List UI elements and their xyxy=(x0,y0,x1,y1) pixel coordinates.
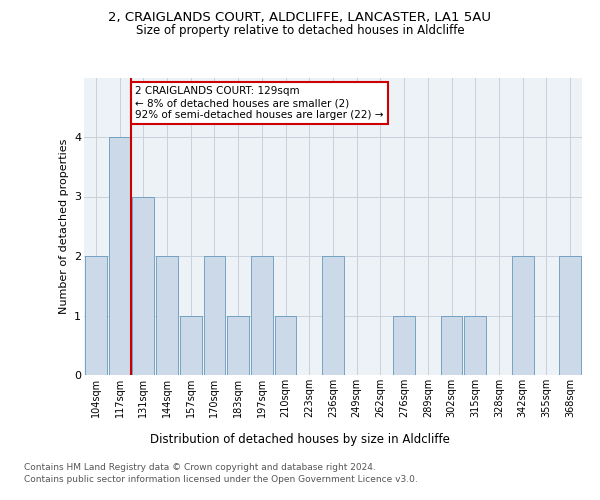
Bar xyxy=(393,316,415,375)
Bar xyxy=(227,316,249,375)
Bar xyxy=(180,316,202,375)
Text: 2 CRAIGLANDS COURT: 129sqm
← 8% of detached houses are smaller (2)
92% of semi-d: 2 CRAIGLANDS COURT: 129sqm ← 8% of detac… xyxy=(135,86,383,120)
Bar xyxy=(275,316,296,375)
Bar xyxy=(559,256,581,375)
Bar xyxy=(440,316,463,375)
Bar xyxy=(156,256,178,375)
Text: Size of property relative to detached houses in Aldcliffe: Size of property relative to detached ho… xyxy=(136,24,464,37)
Y-axis label: Number of detached properties: Number of detached properties xyxy=(59,138,68,314)
Bar xyxy=(322,256,344,375)
Bar xyxy=(133,196,154,375)
Text: Contains HM Land Registry data © Crown copyright and database right 2024.: Contains HM Land Registry data © Crown c… xyxy=(24,462,376,471)
Bar xyxy=(85,256,107,375)
Bar xyxy=(203,256,226,375)
Bar xyxy=(109,137,130,375)
Bar xyxy=(512,256,533,375)
Text: 2, CRAIGLANDS COURT, ALDCLIFFE, LANCASTER, LA1 5AU: 2, CRAIGLANDS COURT, ALDCLIFFE, LANCASTE… xyxy=(109,11,491,24)
Bar xyxy=(251,256,273,375)
Text: Distribution of detached houses by size in Aldcliffe: Distribution of detached houses by size … xyxy=(150,432,450,446)
Text: Contains public sector information licensed under the Open Government Licence v3: Contains public sector information licen… xyxy=(24,475,418,484)
Bar xyxy=(464,316,486,375)
